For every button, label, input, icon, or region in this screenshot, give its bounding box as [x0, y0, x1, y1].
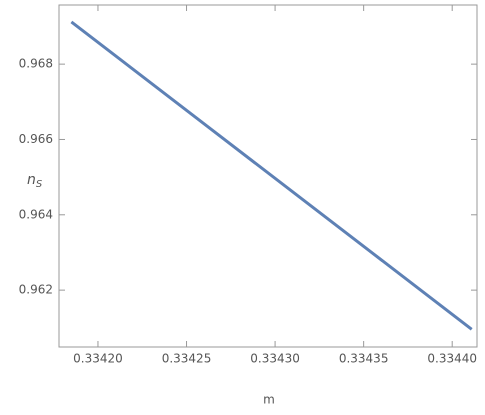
- x-tick-label: 0.33420: [73, 352, 123, 366]
- x-axis-label: m: [263, 393, 275, 407]
- y-tick-label: 0.964: [19, 207, 53, 221]
- plot-frame: [58, 4, 478, 348]
- y-axis-label: nS: [27, 172, 43, 190]
- x-tick-label: 0.33440: [427, 352, 477, 366]
- y-label-base: n: [27, 172, 36, 188]
- x-tick-label: 0.33435: [339, 352, 389, 366]
- x-tick-label: 0.33430: [250, 352, 300, 366]
- y-tick-label: 0.966: [19, 132, 53, 146]
- y-tick-label: 0.962: [19, 283, 53, 297]
- x-tick-label: 0.33425: [162, 352, 212, 366]
- data-line: [70, 20, 473, 331]
- y-tick-label: 0.968: [19, 57, 53, 71]
- y-label-sub: S: [36, 179, 43, 190]
